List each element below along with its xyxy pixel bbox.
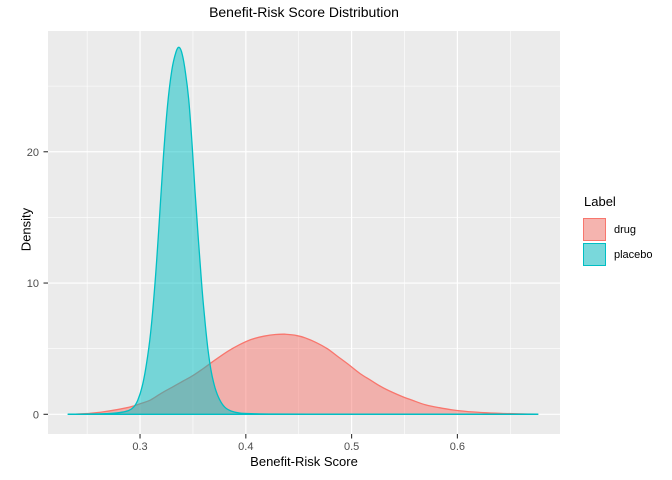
density-area-placebo: [67, 46, 539, 415]
legend-items: drug placebo: [583, 218, 653, 266]
y-tick-label: 20: [27, 147, 39, 159]
y-axis-title: Density: [18, 207, 34, 252]
x-tick-label: 0.6: [450, 441, 465, 453]
legend-item-label: drug: [614, 223, 637, 236]
legend-swatch-drug: [583, 218, 606, 241]
legend: Label drug placebo: [583, 194, 653, 268]
legend-item-placebo: placebo: [583, 243, 653, 266]
x-tick-label: 0.5: [344, 441, 359, 453]
legend-item-drug: drug: [583, 218, 653, 241]
y-tick-label: 0: [33, 409, 39, 421]
legend-title: Label: [584, 194, 616, 209]
legend-item-label: placebo: [614, 248, 653, 261]
legend-swatch-placebo: [583, 243, 606, 266]
plot-title: Benefit-Risk Score Distribution: [209, 4, 399, 20]
x-axis-title: Benefit-Risk Score: [250, 454, 358, 469]
y-tick-label: 10: [27, 278, 39, 290]
x-tick-label: 0.3: [132, 441, 147, 453]
x-tick-label: 0.4: [238, 441, 253, 453]
